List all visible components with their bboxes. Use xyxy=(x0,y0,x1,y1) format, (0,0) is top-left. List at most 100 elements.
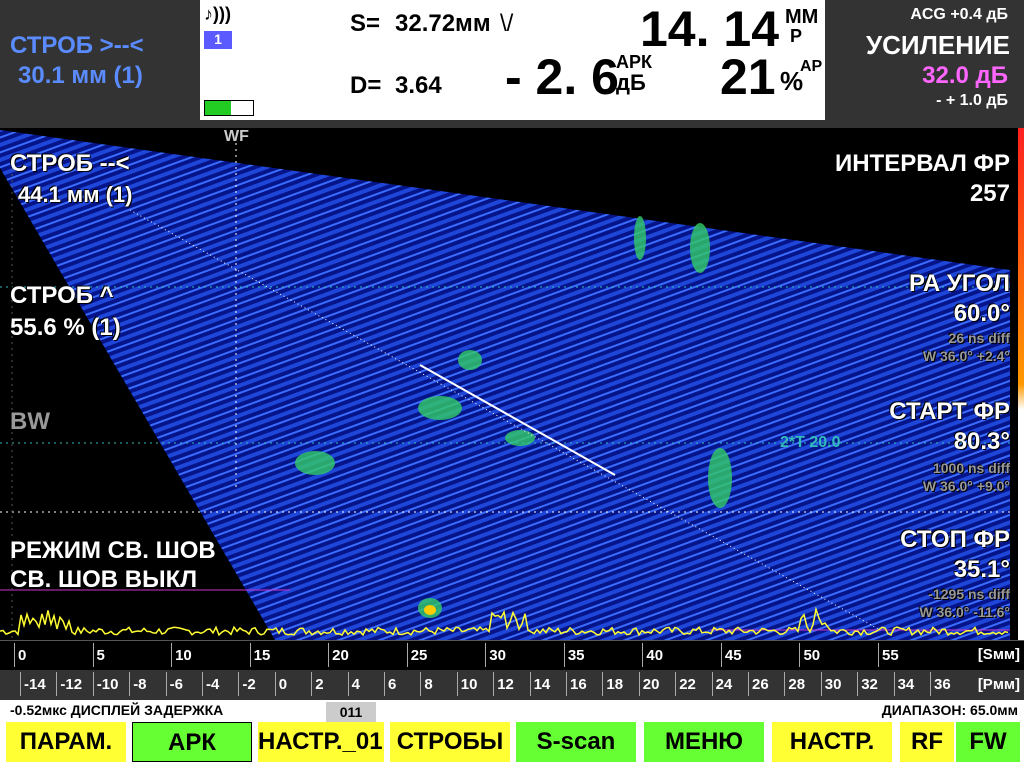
tick-label: -12 xyxy=(60,676,83,693)
sound-icon: ♪))) xyxy=(204,4,231,24)
bw-label: BW xyxy=(10,408,50,435)
tick-label: 8 xyxy=(424,676,433,693)
tick-label: 28 xyxy=(788,676,806,693)
gain-value: 32.0 дБ xyxy=(922,62,1008,89)
tick-label: 50 xyxy=(803,647,821,664)
tick-mark xyxy=(566,672,567,696)
tick-mark xyxy=(311,672,313,696)
tick-label: -4 xyxy=(206,676,220,693)
d-label: D= xyxy=(350,72,382,99)
button[interactable]: ПАРАМ. xyxy=(6,722,126,762)
button[interactable]: СТРОБЫ xyxy=(390,722,510,762)
gate1-label: СТРОБ --< xyxy=(10,150,130,177)
tick-label: 10 xyxy=(460,676,478,693)
tick-mark xyxy=(493,672,495,696)
tick-mark xyxy=(274,672,276,696)
tick-label: 30 xyxy=(489,647,506,664)
tick-label: 0 xyxy=(18,647,27,664)
start-value: 80.3° xyxy=(953,428,1010,455)
d-value: 3.64 xyxy=(395,72,442,99)
channel: 1 xyxy=(204,31,232,49)
tick-mark xyxy=(675,672,677,696)
tick-label: -2 xyxy=(242,676,256,693)
tick-label: -6 xyxy=(169,676,183,693)
cursor-line xyxy=(419,364,616,476)
tick-mark xyxy=(92,643,94,667)
tick-mark xyxy=(456,672,458,696)
tick-mark xyxy=(642,643,644,667)
gate2-label: СТРОБ ^ xyxy=(10,282,114,309)
button[interactable]: НАСТР. xyxy=(772,722,892,762)
tick-mark xyxy=(893,672,895,696)
button[interactable]: МЕНЮ xyxy=(644,722,764,762)
battery xyxy=(204,100,254,116)
stop-diff: -1295 ns diff xyxy=(928,586,1010,602)
weld-off: СВ. ШОВ ВЫКЛ xyxy=(10,566,198,593)
interval-value: 257 xyxy=(969,180,1010,207)
tick-label: 32 xyxy=(861,676,878,693)
tick-label: -8 xyxy=(133,676,147,693)
tick-mark xyxy=(328,643,330,667)
tick-label: 26 xyxy=(752,676,769,693)
tick-label: -14 xyxy=(24,676,46,693)
tick-mark xyxy=(202,672,203,696)
tick-mark xyxy=(878,643,879,667)
tick-label: 2 xyxy=(315,676,324,693)
stop-label: СТОП ФР xyxy=(900,526,1010,553)
interval-label: ИНТЕРВАЛ ФР xyxy=(834,150,1010,177)
tab[interactable]: 011 xyxy=(326,702,376,722)
button[interactable]: АРК xyxy=(132,722,252,762)
tick-label: 10 xyxy=(175,647,192,664)
tick-label: -10 xyxy=(96,676,119,693)
button[interactable]: RF xyxy=(900,722,954,762)
tick-mark xyxy=(347,672,349,696)
angle-value: 60.0° xyxy=(953,300,1010,327)
dac-unit-top: АРК xyxy=(616,52,652,72)
tick-mark xyxy=(799,643,801,667)
tick-mark xyxy=(930,672,931,696)
button[interactable]: FW xyxy=(956,722,1020,762)
range: ДИАПАЗОН: 65.0мм xyxy=(881,702,1018,718)
s-unit: [Sмм] xyxy=(977,646,1020,663)
tick-mark xyxy=(56,672,58,696)
stop-w: W 36.0° -11.6° xyxy=(919,604,1010,620)
angle-w: W 36.0° +2.4° xyxy=(922,348,1010,364)
big-unit-bottom: Р xyxy=(790,26,803,46)
gate-value: 30.1 мм (1) xyxy=(18,62,143,89)
weld-mode: РЕЖИМ СВ. ШОВ xyxy=(10,537,216,564)
a-scan xyxy=(0,606,1009,637)
marker: 2*T 20.0 xyxy=(780,434,841,451)
tick-mark xyxy=(820,672,822,696)
tick-label: 34 xyxy=(897,676,915,693)
color-bar xyxy=(1018,128,1024,640)
tick-mark xyxy=(784,672,786,696)
indications xyxy=(295,216,732,618)
tick-label: 15 xyxy=(253,647,271,664)
tick-label: 20 xyxy=(332,647,349,664)
tick-mark xyxy=(129,672,131,696)
tick-mark xyxy=(20,672,21,696)
tick-mark xyxy=(171,643,173,667)
s-label: S= xyxy=(350,10,381,37)
tick-mark xyxy=(638,672,640,696)
tick-mark xyxy=(165,672,167,696)
tick-mark xyxy=(748,672,749,696)
angle-diff: 26 ns diff xyxy=(948,330,1010,346)
big-unit-top: ММ xyxy=(785,6,819,28)
gate1-value: 44.1 мм (1) xyxy=(18,182,133,207)
button[interactable]: НАСТР._01: xyxy=(258,722,384,762)
gate-label: СТРОБ >--< xyxy=(10,32,144,59)
tick-mark xyxy=(406,643,408,667)
tick-label: 14 xyxy=(533,676,551,693)
tick-mark xyxy=(720,643,722,667)
tick-mark xyxy=(857,672,859,696)
s-ruler: 0 5 10 15 20 25 30 35 40 45 50 55 xyxy=(0,640,1024,671)
acg: ACG +0.4 дБ xyxy=(910,6,1008,23)
start-w: W 36.0° +9.0° xyxy=(922,478,1010,494)
tick-mark xyxy=(384,672,385,696)
tick-label: 40 xyxy=(646,647,664,664)
button[interactable]: S-scan xyxy=(516,722,636,762)
readout-box xyxy=(200,0,825,120)
tick-label: 36 xyxy=(934,676,951,693)
